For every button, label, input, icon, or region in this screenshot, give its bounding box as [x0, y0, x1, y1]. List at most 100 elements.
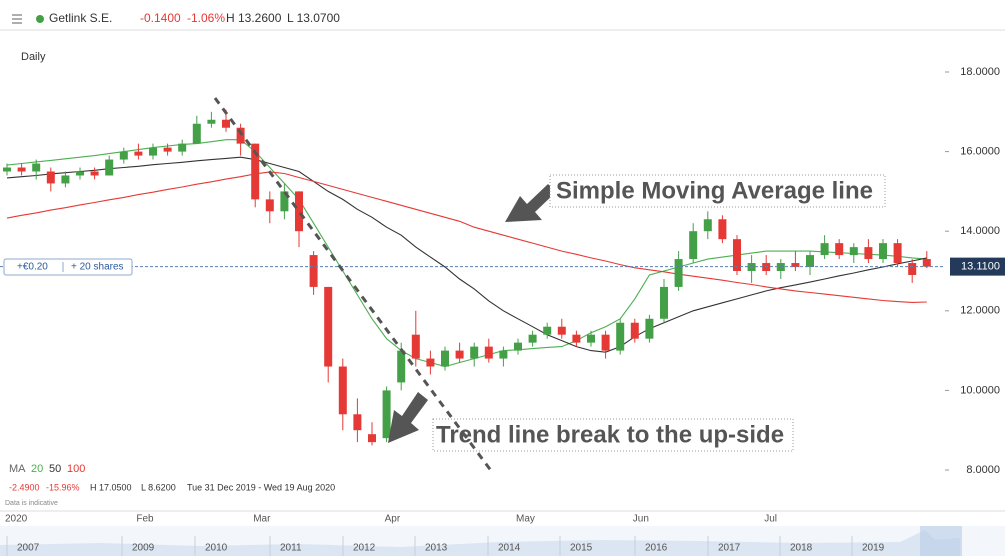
- legend-entry: 50: [49, 463, 61, 475]
- candle-body: [601, 334, 610, 351]
- candle-body: [689, 231, 698, 260]
- candle-body: [587, 334, 595, 343]
- candle-body: [703, 219, 712, 232]
- position-size: + 20 shares: [71, 262, 124, 273]
- y-tick-label: 16.0000: [960, 146, 1000, 158]
- x-tick-label: 2020: [5, 514, 28, 525]
- candle-body: [674, 259, 683, 287]
- candle-body: [134, 151, 143, 156]
- candle-body: [17, 167, 26, 172]
- period-range: Tue 31 Dec 2019 - Wed 19 Aug 2020: [187, 482, 335, 492]
- candle-body: [61, 175, 70, 184]
- candle-body: [733, 239, 741, 271]
- candle-body: [806, 255, 814, 268]
- interval: Daily: [21, 51, 46, 63]
- candle-body: [163, 147, 172, 152]
- period-high: H 17.0500: [90, 482, 132, 492]
- candle-body: [105, 159, 114, 176]
- candle-body: [645, 318, 654, 339]
- annotation-box: [432, 418, 794, 452]
- y-tick-label: 10.0000: [960, 384, 1000, 396]
- candle-body: [251, 143, 260, 200]
- x-tick-label: Jun: [633, 514, 649, 525]
- position-tag[interactable]: +€0.20 + 20 shares: [3, 258, 133, 276]
- header-bar: [0, 0, 1005, 30]
- period-low: L 8.6200: [141, 482, 176, 492]
- ma-line: [6, 156, 927, 353]
- year-label: 2011: [280, 543, 302, 554]
- candle-body: [616, 322, 625, 351]
- candle-body: [222, 119, 230, 128]
- last-price-label: 13.1100: [961, 261, 1000, 273]
- legend-entry: 100: [67, 463, 85, 475]
- plot-area: 8.0000 10.0000 12.0000 14.0000 16.0000 18.000…: [0, 66, 1005, 525]
- change-pct: -1.06%: [187, 11, 225, 25]
- candle-body: [426, 358, 435, 367]
- year-label: 2019: [862, 543, 885, 554]
- x-tick-label: Feb: [136, 514, 154, 525]
- candle-body: [543, 326, 552, 335]
- candle-body: [397, 350, 406, 383]
- instrument-name: Getlink S.E.: [49, 11, 112, 25]
- candle-body: [441, 350, 449, 367]
- candle-body: [630, 322, 639, 339]
- candle-body: [922, 259, 931, 267]
- candle-body: [338, 366, 347, 415]
- x-tick-label: May: [516, 514, 535, 525]
- candle-body: [455, 350, 464, 359]
- candle-body: [908, 263, 917, 275]
- candle-body: [207, 119, 216, 124]
- candle-body: [309, 255, 318, 287]
- candle-body: [572, 334, 581, 343]
- ma-label: MA: [9, 463, 26, 475]
- candle-body: [76, 171, 84, 176]
- y-tick-label: 12.0000: [960, 305, 1000, 317]
- y-tick-label: 14.0000: [960, 225, 1000, 237]
- annotation: Simple Moving Average line: [556, 177, 873, 204]
- candle-body: [557, 326, 566, 335]
- candle-body: [46, 171, 55, 184]
- year-label: 2018: [790, 543, 813, 554]
- candle-body: [835, 243, 844, 256]
- candle-body: [849, 247, 858, 256]
- year-label: 2007: [17, 543, 40, 554]
- candle-body: [368, 434, 376, 443]
- candle-body: [90, 171, 99, 176]
- ma-line: [6, 139, 927, 368]
- period-change: -2.4900: [9, 482, 40, 492]
- period-change-pct: -15.96%: [46, 482, 80, 492]
- day-high: H 13.2600: [226, 11, 282, 25]
- candle-body: [3, 167, 11, 172]
- candle-body: [484, 346, 493, 359]
- arrow-trend: [388, 392, 428, 443]
- candle-body: [514, 342, 522, 351]
- x-tick-label: Jul: [764, 514, 777, 525]
- arrow-sma: [505, 184, 556, 222]
- navigator-window[interactable]: [920, 526, 962, 556]
- candle-body: [178, 143, 187, 152]
- x-tick-label: Mar: [253, 514, 271, 525]
- candle-body: [382, 390, 391, 439]
- candle-body: [280, 191, 289, 212]
- legend-entry: 20: [31, 463, 43, 475]
- candle-body: [236, 127, 245, 144]
- navigator-years: 2007 2009 2010 2011 2012 2013 2014 2015 2016 2017…: [6, 536, 885, 556]
- candle-body: [32, 163, 41, 172]
- y-tick-label: 8.0000: [966, 464, 1000, 476]
- menu-icon[interactable]: [12, 14, 22, 24]
- position-pnl: +€0.20: [17, 262, 48, 273]
- candle-body: [411, 334, 420, 359]
- candle-body: [528, 334, 537, 343]
- candle-body: [353, 414, 362, 431]
- candle-body: [470, 346, 479, 359]
- candle-body: [192, 123, 201, 144]
- annotation-box: [549, 174, 886, 208]
- year-label: 2012: [353, 543, 376, 554]
- year-label: 2014: [498, 543, 521, 554]
- note: Data is indicative: [5, 500, 58, 507]
- year-label: 2017: [718, 543, 741, 554]
- candle-body: [119, 151, 128, 160]
- year-label: 2013: [425, 543, 448, 554]
- candle-body: [864, 247, 873, 260]
